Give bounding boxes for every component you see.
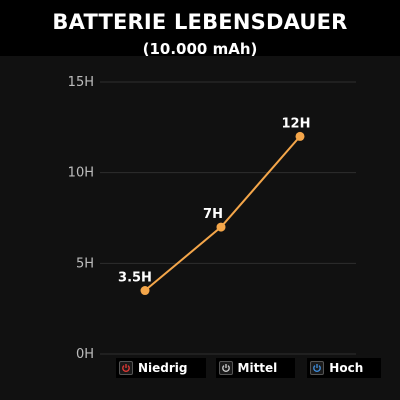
legend-icon-glyph-0 — [122, 364, 130, 372]
y-tick-label-1: 5H — [76, 256, 94, 271]
data-point-2 — [295, 131, 305, 141]
legend-icon-glyph-2 — [313, 364, 322, 372]
data-label-0: 3.5H — [118, 271, 152, 286]
legend-item-mittel: Mittel — [215, 358, 296, 378]
power-icon — [218, 361, 233, 375]
power-icon — [119, 361, 133, 375]
y-tick-label-0: 0H — [76, 347, 94, 362]
data-label-1: 7H — [203, 207, 223, 222]
data-labels: 3.5H 7H 12H — [118, 116, 310, 285]
legend: Niedrig Mittel Hoch — [116, 358, 391, 378]
chart-subtitle: (10.000 mAh) — [142, 40, 258, 58]
legend-label-mittel: Mittel — [237, 361, 278, 375]
power-icon — [310, 361, 325, 375]
legend-item-niedrig: Niedrig — [116, 358, 206, 378]
data-label-2: 12H — [282, 116, 311, 131]
data-point-1 — [216, 222, 226, 232]
legend-item-hoch: Hoch — [307, 358, 382, 378]
data-point-0 — [140, 286, 150, 296]
y-axis-ticks: 0H 5H 10H 15H — [68, 75, 94, 362]
chart-title: BATTERIE LEBENSDAUER — [52, 10, 348, 34]
legend-label-niedrig: Niedrig — [138, 361, 188, 375]
legend-label-hoch: Hoch — [329, 361, 364, 375]
data-points — [140, 131, 305, 296]
y-tick-label-2: 10H — [68, 166, 94, 181]
header-bar — [0, 0, 400, 56]
legend-icon-glyph-1 — [221, 364, 230, 372]
y-tick-label-3: 15H — [68, 75, 94, 90]
grid-lines — [100, 81, 356, 355]
